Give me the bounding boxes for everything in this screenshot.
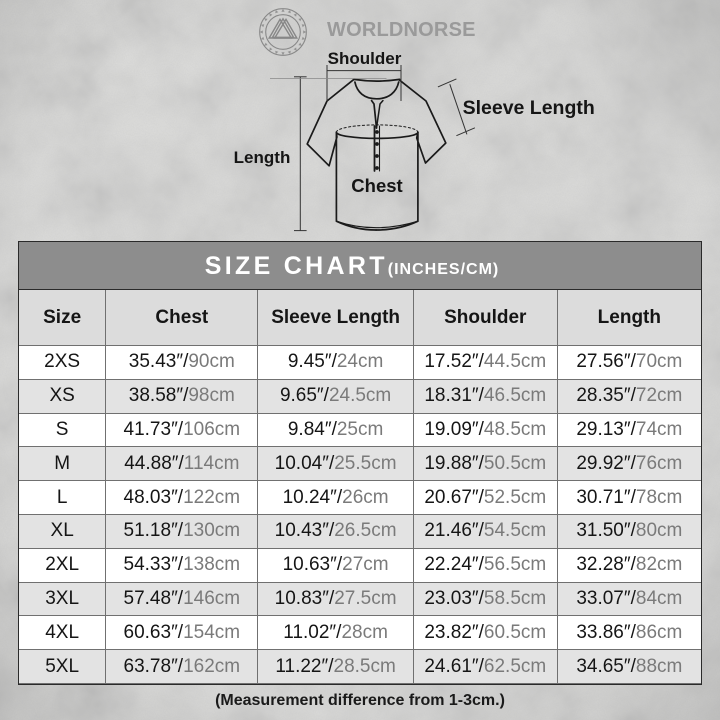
svg-text:Chest: Chest — [351, 175, 402, 196]
svg-text:Sleeve Length: Sleeve Length — [463, 97, 595, 119]
svg-text:Shoulder: Shoulder — [328, 49, 402, 68]
svg-text:Length: Length — [234, 148, 291, 167]
